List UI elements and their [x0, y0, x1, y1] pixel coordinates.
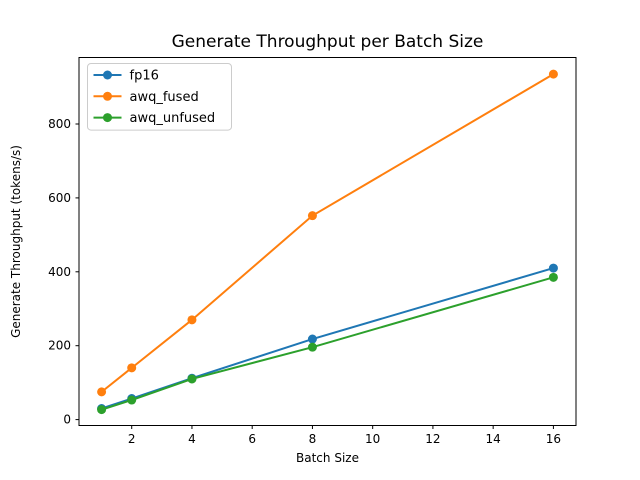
- data-point-awq_unfused-x16: [548, 272, 558, 282]
- y-tick-label: 0: [63, 413, 71, 427]
- legend: fp16 awq_fused awq_unfused: [87, 63, 232, 131]
- legend-marker-awq_unfused: [103, 113, 112, 123]
- legend-box: [87, 63, 232, 131]
- y-tick-label: 400: [48, 265, 71, 279]
- y-tick-label: 600: [48, 191, 71, 205]
- data-point-awq_unfused-x2: [127, 395, 137, 405]
- legend-marker-awq_fused: [103, 91, 112, 101]
- data-point-awq_fused-x2: [127, 363, 137, 373]
- x-tick-label: 2: [128, 432, 136, 446]
- x-tick-label: 12: [425, 432, 440, 446]
- chart-title: Generate Throughput per Batch Size: [172, 32, 484, 52]
- x-tick-label: 6: [248, 432, 256, 446]
- x-tick-label: 14: [486, 432, 501, 446]
- data-point-awq_fused-x16: [548, 69, 558, 79]
- y-tick-label: 200: [48, 339, 71, 353]
- legend-label-awq_unfused: awq_unfused: [130, 111, 216, 126]
- plot-border: [78, 57, 577, 426]
- data-point-awq_fused-x8: [307, 211, 317, 221]
- legend-label-awq_fused: awq_fused: [130, 90, 199, 105]
- x-tick-label: 16: [546, 432, 561, 446]
- data-point-awq_unfused-x1: [97, 405, 107, 415]
- data-point-fp16-x8: [307, 334, 317, 344]
- data-point-awq_fused-x4: [187, 315, 197, 325]
- legend-label-fp16: fp16: [130, 69, 159, 84]
- series-layer: [97, 69, 558, 415]
- x-tick-label: 8: [309, 432, 317, 446]
- data-point-awq_fused-x1: [97, 387, 107, 397]
- x-tick-label: 4: [188, 432, 196, 446]
- data-point-fp16-x16: [548, 263, 558, 273]
- x-axis-label: Batch Size: [296, 451, 359, 465]
- legend-marker-fp16: [103, 70, 112, 80]
- data-point-awq_unfused-x8: [307, 342, 317, 352]
- y-tick-label: 800: [48, 117, 71, 131]
- y-axis-label: Generate Throughput (tokens/s): [9, 145, 23, 338]
- ticks-layer: 2 4 6 8 10 12 14 16 0 200 400 600 800: [48, 117, 561, 446]
- data-point-awq_unfused-x4: [187, 374, 197, 384]
- x-tick-label: 10: [365, 432, 380, 446]
